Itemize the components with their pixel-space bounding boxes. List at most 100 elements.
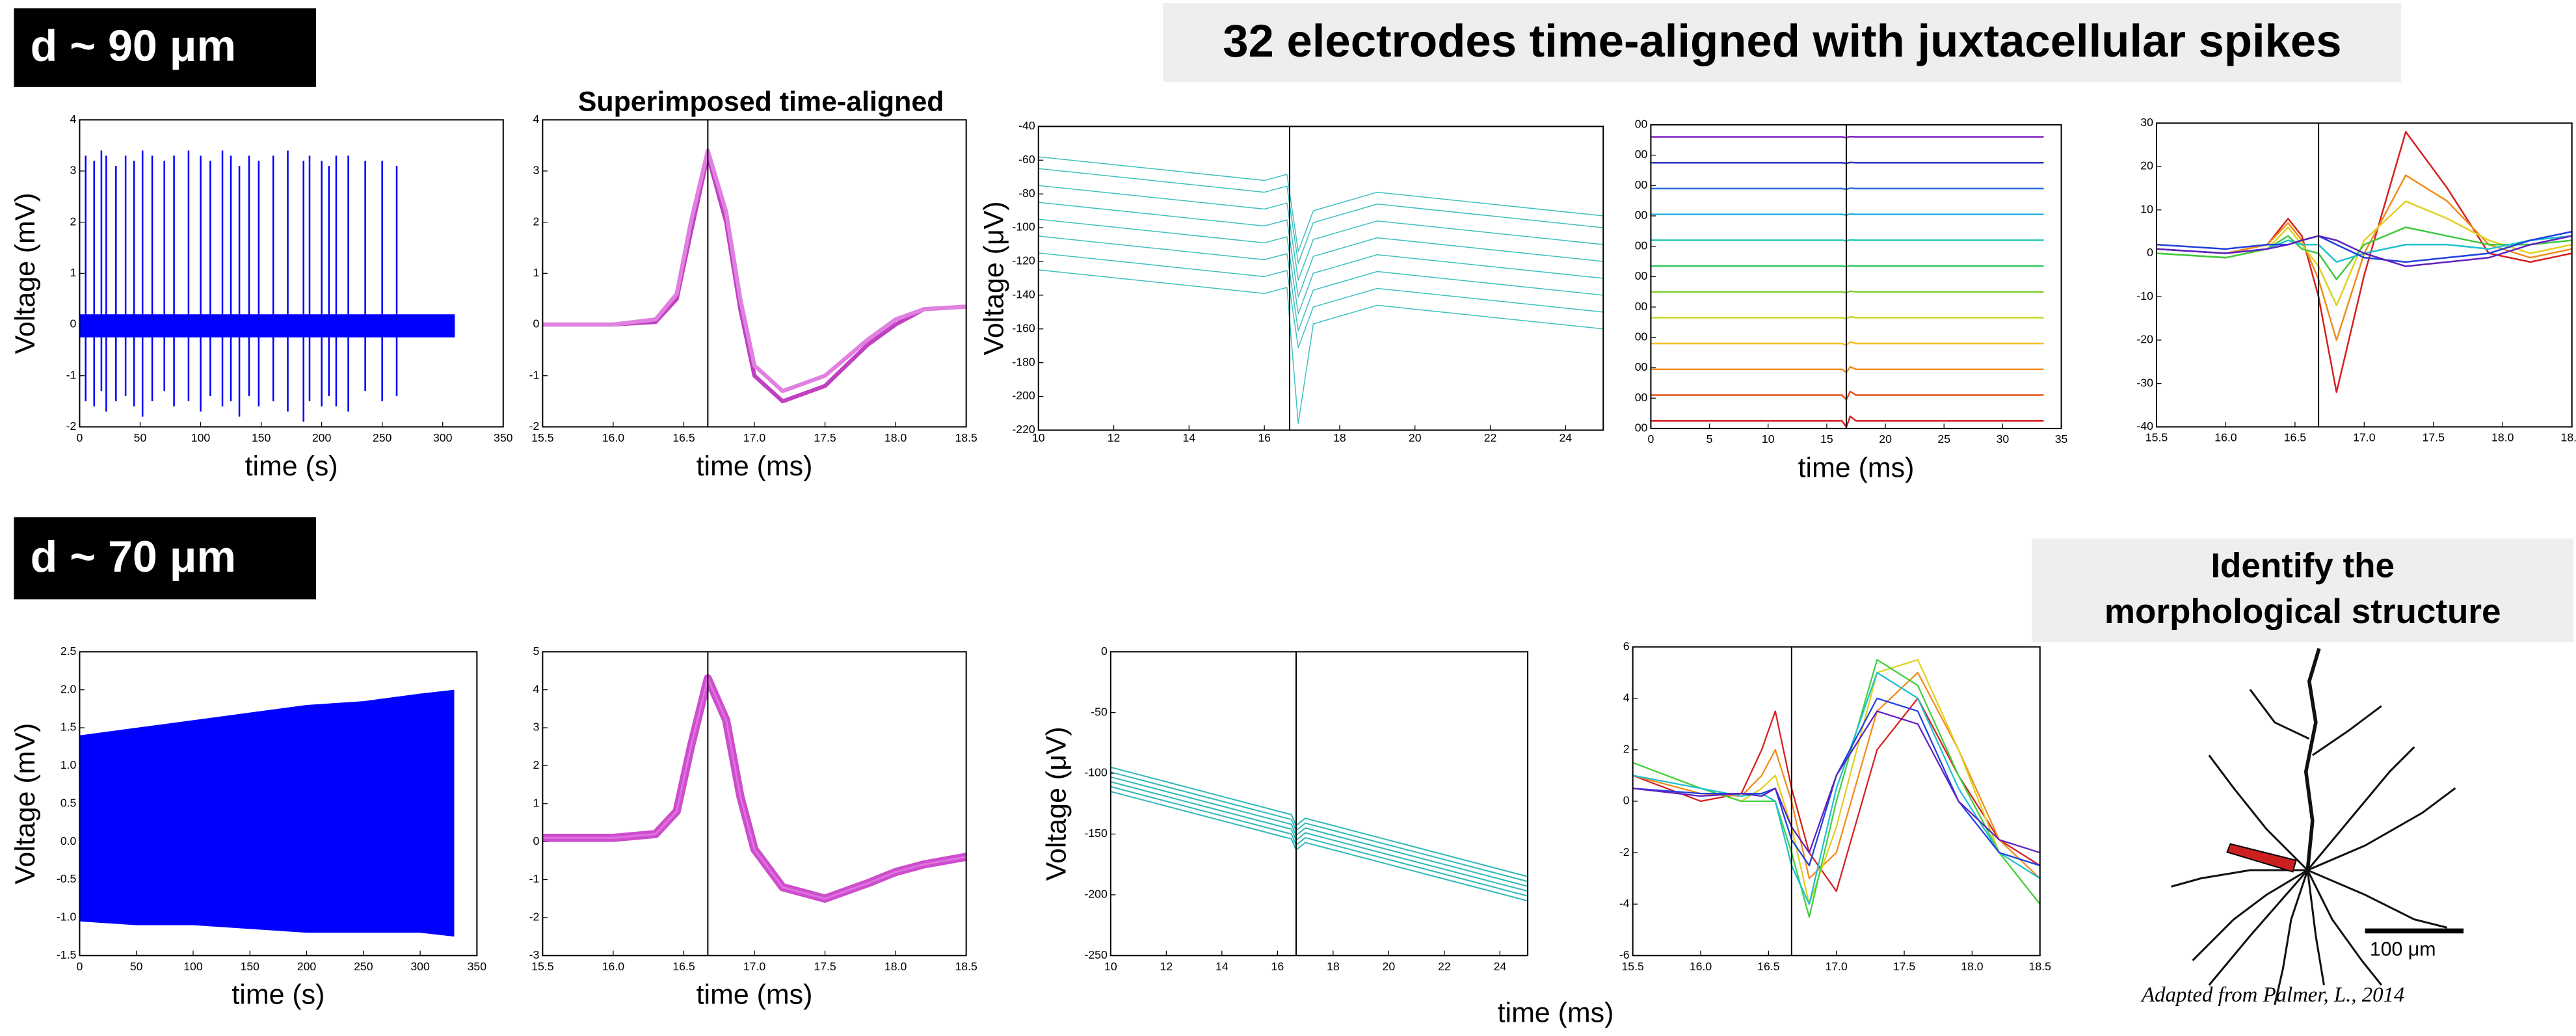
x-tick-label: 22 <box>1438 960 1451 973</box>
trace <box>2156 230 2572 263</box>
x-tick-label: 14 <box>1215 960 1228 973</box>
x-tick-label: 50 <box>134 431 147 444</box>
x-tick-label: 0 <box>77 960 83 973</box>
y-axis-label: Voltage (μV) <box>1041 726 1072 881</box>
y-tick-label: 00 <box>1635 178 1648 191</box>
chart: 10 12 14 16 18 20 22 24 -40 -60 -80 -100 -120 -140 -16… <box>978 119 1604 444</box>
trace <box>1651 365 2044 373</box>
y-tick-label: -60 <box>1018 153 1035 166</box>
plot-area <box>542 120 966 427</box>
x-tick-label: 150 <box>252 431 271 444</box>
x-axis-label: time (ms) <box>1798 452 1915 483</box>
x-tick-label: 10 <box>1104 960 1117 973</box>
trace <box>542 677 966 900</box>
y-tick-label: 2 <box>533 215 539 228</box>
x-tick-label: 25 <box>1937 432 1950 445</box>
trace <box>1110 776 1528 887</box>
x-tick-label: 12 <box>1160 960 1173 973</box>
y-tick-label: -2 <box>66 419 77 432</box>
y-tick-label: 0 <box>2147 246 2153 259</box>
x-tick-label: 18.0 <box>884 960 907 973</box>
signal-band <box>79 689 455 937</box>
trace <box>1038 156 1604 252</box>
chart-title: Superimposed time-aligned <box>578 86 944 117</box>
trace <box>1038 202 1604 298</box>
trace <box>1038 269 1604 425</box>
y-tick-label: 3 <box>70 164 77 177</box>
morph-title: morphological structure <box>2105 592 2501 631</box>
plot-frame <box>1650 124 2062 429</box>
trace <box>1651 213 2044 216</box>
section-box <box>14 517 316 600</box>
x-tick-label: 20 <box>1383 960 1396 973</box>
trace <box>1038 185 1604 281</box>
x-tick-label: 15.5 <box>531 431 554 444</box>
x-tick-label: 250 <box>373 431 392 444</box>
x-tick-label: 17.0 <box>2353 431 2376 444</box>
plot-frame <box>1037 126 1604 431</box>
x-tick-label: 16.5 <box>672 431 695 444</box>
y-tick-label: 00 <box>1635 300 1648 313</box>
trace <box>1110 791 1528 902</box>
chart: 10 12 14 16 18 20 22 24 0 -50 -100 -150 -200 -250 time… <box>1041 644 1613 1029</box>
y-tick-label: 1 <box>533 266 539 279</box>
x-tick-label: 24 <box>1559 431 1572 444</box>
y-tick-label: -1 <box>529 872 540 885</box>
x-axis-label: time (s) <box>245 451 338 482</box>
y-tick-label: -200 <box>1012 389 1035 402</box>
y-axis-label: Voltage (mV) <box>10 723 41 884</box>
trace <box>1651 390 2044 401</box>
y-tick-label: 00 <box>1635 421 1648 434</box>
trace <box>1651 187 2044 191</box>
x-tick-label: 16.0 <box>602 960 625 973</box>
y-tick-label: -2 <box>529 910 540 923</box>
plot-frame <box>1109 651 1529 957</box>
x-tick-label: 0 <box>1648 432 1654 445</box>
y-tick-label: -10 <box>2136 289 2153 302</box>
y-tick-label: 4 <box>70 113 77 126</box>
y-tick-label: -1.0 <box>57 910 77 923</box>
x-axis-label: time (ms) <box>1498 998 1614 1029</box>
x-tick-label: 20 <box>1879 432 1892 445</box>
plot-area <box>1038 126 1604 431</box>
x-tick-label: 16.5 <box>672 960 695 973</box>
x-tick-label: 17.5 <box>1893 960 1916 973</box>
x-tick-label: 17.0 <box>743 431 766 444</box>
x-tick-label: 14 <box>1183 431 1196 444</box>
trace <box>1110 771 1528 883</box>
y-tick-label: -2 <box>1619 845 1630 858</box>
x-tick-label: 18.0 <box>1961 960 1984 973</box>
x-axis-label: time (s) <box>232 979 325 1011</box>
y-tick-label: 00 <box>1635 391 1648 404</box>
x-tick-label: 0 <box>77 431 83 444</box>
x-tick-label: 30 <box>1997 432 2010 445</box>
trace <box>1110 781 1528 892</box>
trace <box>1110 766 1528 877</box>
y-tick-label: -2 <box>529 419 540 432</box>
x-tick-label: 18 <box>1327 960 1340 973</box>
y-tick-label: 10 <box>2140 202 2153 215</box>
y-tick-label: 0 <box>70 317 77 330</box>
trace <box>2156 235 2572 267</box>
x-axis-label: time (ms) <box>697 979 813 1011</box>
y-tick-label: 4 <box>1623 691 1630 704</box>
x-tick-label: 17.0 <box>743 960 766 973</box>
y-tick-label: -4 <box>1619 897 1630 910</box>
y-tick-label: 2 <box>70 215 77 228</box>
y-tick-label: 5 <box>533 644 539 657</box>
y-tick-label: -180 <box>1012 355 1035 368</box>
y-tick-label: -40 <box>1018 119 1035 132</box>
x-tick-label: 35 <box>2055 432 2068 445</box>
y-tick-label: 00 <box>1635 239 1648 252</box>
pipette <box>2226 843 2297 873</box>
y-tick-label: -0.5 <box>57 872 77 885</box>
plot-frame <box>79 119 504 428</box>
x-tick-label: 17.0 <box>1826 960 1848 973</box>
y-tick-label: 00 <box>1635 360 1648 373</box>
y-tick-label: -220 <box>1012 423 1035 436</box>
morph-box <box>2032 538 2574 643</box>
y-axis-label: Voltage (mV) <box>10 193 41 354</box>
x-tick-label: 18.5 <box>2561 431 2576 444</box>
plot-area <box>1110 652 1528 956</box>
chart: 0 50 100 150 200 250 300 350 -1.5 -1.0 -0.5 0.0 0.5 1… <box>10 644 486 1011</box>
